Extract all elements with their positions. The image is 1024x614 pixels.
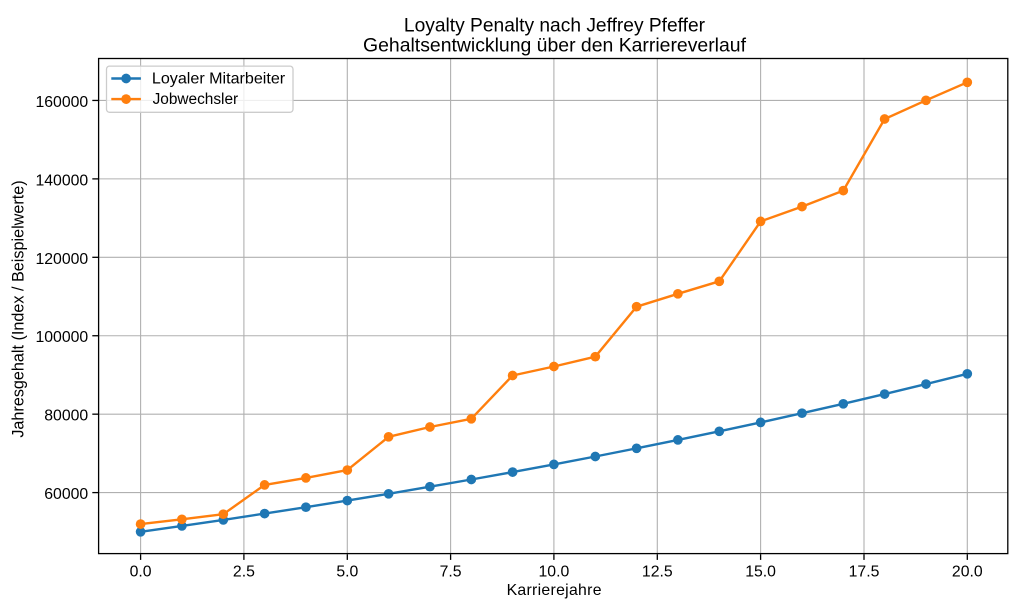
svg-text:7.5: 7.5	[440, 563, 462, 580]
svg-text:Loyaler Mitarbeiter: Loyaler Mitarbeiter	[152, 70, 286, 88]
svg-text:10.0: 10.0	[539, 563, 570, 580]
svg-text:17.5: 17.5	[849, 563, 880, 580]
svg-text:80000: 80000	[44, 408, 88, 425]
svg-text:Karrierejahre: Karrierejahre	[507, 582, 602, 599]
svg-text:15.0: 15.0	[745, 563, 776, 580]
svg-text:100000: 100000	[35, 329, 88, 346]
svg-text:Gehaltsentwicklung über den Ka: Gehaltsentwicklung über den Karriereverl…	[363, 35, 747, 57]
svg-text:12.5: 12.5	[642, 563, 673, 580]
svg-text:140000: 140000	[35, 172, 88, 189]
svg-text:0.0: 0.0	[130, 563, 152, 580]
svg-text:Jobwechsler: Jobwechsler	[153, 91, 239, 108]
svg-text:160000: 160000	[35, 94, 88, 111]
svg-text:5.0: 5.0	[336, 563, 358, 580]
svg-text:Loyalty Penalty nach Jeffrey P: Loyalty Penalty nach Jeffrey Pfeffer	[404, 16, 706, 37]
svg-text:2.5: 2.5	[233, 563, 255, 580]
svg-text:20.0: 20.0	[952, 563, 983, 580]
svg-text:Jahresgehalt (Index / Beispiel: Jahresgehalt (Index / Beispielwerte)	[10, 180, 28, 437]
svg-text:60000: 60000	[44, 486, 88, 503]
svg-text:120000: 120000	[35, 251, 88, 268]
